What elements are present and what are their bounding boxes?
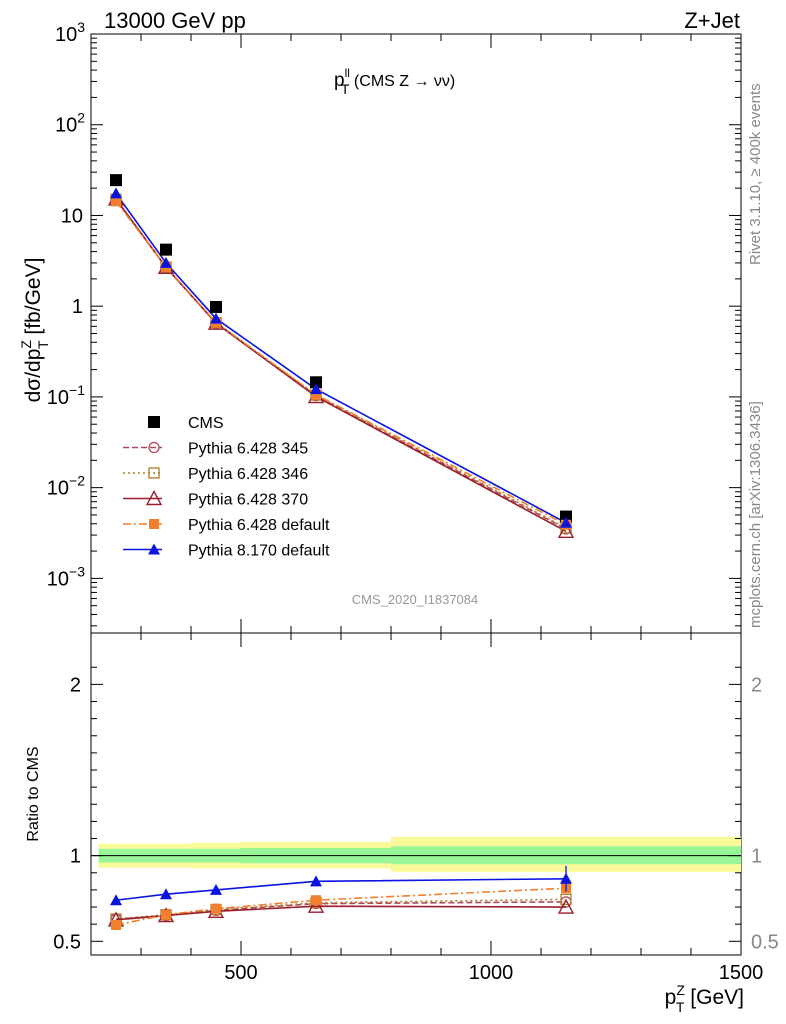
y-tick-label: 1	[72, 296, 83, 318]
marker-square	[149, 519, 159, 529]
y-tick-label: 10−3	[47, 563, 85, 590]
series-line	[115, 199, 567, 530]
ylabel-main-sub: T	[35, 340, 51, 349]
marker-triangle	[210, 883, 222, 895]
legend-label: Pythia 6.428 default	[188, 517, 330, 534]
xlabel-sup: Z	[676, 982, 685, 998]
marker-triangle-open	[145, 490, 163, 506]
series-line	[115, 192, 567, 524]
series-line	[115, 198, 567, 529]
mcplots-label: mcplots.cern.ch [arXiv:1306.3436]	[747, 401, 764, 628]
marker-square-open	[560, 893, 572, 905]
marker-square	[110, 174, 122, 187]
marker-square	[111, 196, 121, 207]
title-rest: (CMS Z → νν)	[349, 73, 455, 90]
title-sup: ll	[345, 66, 350, 80]
marker-triangle-open	[557, 898, 575, 914]
y-tick-label: 10−2	[47, 473, 85, 500]
marker-square	[160, 243, 172, 256]
series-line	[115, 198, 567, 533]
y-axis-label-main: dσ/dpZT [fb/GeV]	[18, 258, 51, 403]
title-p: p	[334, 70, 345, 91]
marker-square	[211, 903, 221, 914]
ratio-y-tick-label: 0.5	[53, 931, 81, 953]
marker-triangle	[210, 312, 222, 324]
ratio-y-tick-label-right: 2	[751, 674, 762, 696]
legend-label: CMS	[188, 415, 224, 432]
marker-triangle	[110, 187, 122, 199]
marker-triangle	[310, 383, 322, 395]
legend-label: Pythia 8.170 default	[188, 543, 330, 560]
x-axis-label: pZ T [GeV]	[665, 982, 744, 1015]
marker-square	[311, 389, 321, 400]
energy-label: 13000 GeV pp	[104, 8, 246, 33]
marker-square	[210, 300, 222, 313]
rivet-label-text: Rivet 3.1.10, ≥ 400k events	[747, 83, 764, 265]
series-line	[115, 200, 567, 526]
y-tick-label: 10	[61, 205, 83, 227]
ylabel-main-text: dσ/dp	[22, 349, 45, 403]
y-axis-label-ratio: Ratio to CMS	[25, 746, 42, 841]
main-plot: 10−3 10−2 10−1 1 10 102 103	[47, 19, 742, 633]
ratio-plot: 500 1000 1500 0.5 0.5 1 1 2 2	[53, 633, 779, 984]
svg-text:dσ/dpZT [fb/GeV]: dσ/dpZT [fb/GeV]	[18, 258, 51, 403]
marker-triangle	[148, 543, 160, 555]
marker-triangle	[560, 872, 572, 884]
marker-triangle-open	[557, 522, 575, 539]
marker-square	[311, 895, 321, 906]
marker-square	[111, 920, 121, 931]
marker-square	[310, 376, 322, 389]
plot-title: pll T (CMS Z → νν)	[334, 66, 455, 97]
marker-triangle	[310, 875, 322, 887]
analysis-id: CMS_2020_I1837084	[352, 592, 479, 607]
ratio-y-tick-label-right: 1	[751, 846, 762, 868]
marker-square	[148, 416, 160, 428]
marker-triangle	[160, 256, 172, 268]
title-sub: T	[341, 81, 350, 97]
marker-square-open	[148, 467, 160, 479]
ylabel-main-sup: Z	[18, 340, 34, 349]
y-tick-label: 10−1	[47, 382, 85, 409]
ratio-y-tick-label: 2	[70, 674, 81, 696]
marker-square	[560, 510, 572, 523]
ylabel-ratio-text: Ratio to CMS	[25, 746, 42, 841]
marker-circle	[148, 441, 160, 454]
marker-square	[161, 909, 171, 920]
xlabel-sub: T	[676, 999, 685, 1015]
svg-text:pZT [GeV]: pZ T [GeV]	[665, 982, 744, 1015]
x-tick-label: 1000	[469, 962, 514, 984]
marker-triangle-open	[307, 897, 325, 913]
legend-label: Pythia 6.428 370	[188, 492, 308, 509]
x-tick-label: 500	[224, 962, 257, 984]
rivet-label: Rivet 3.1.10, ≥ 400k events	[747, 83, 764, 265]
xlabel-unit: [GeV]	[684, 986, 744, 1009]
ratio-panel-frame	[90, 632, 742, 956]
process-label: Z+Jet	[684, 8, 740, 33]
ratio-series-line	[115, 901, 567, 920]
legend-label: Pythia 6.428 345	[188, 441, 308, 458]
ylabel-main-unit: [fb/GeV]	[22, 258, 45, 341]
ratio-series-line	[115, 877, 567, 901]
mcplots-label-text: mcplots.cern.ch [arXiv:1306.3436]	[747, 401, 764, 628]
x-tick-label: 1500	[719, 962, 764, 984]
legend-label: Pythia 6.428 346	[188, 466, 308, 483]
y-tick-label: 102	[55, 110, 85, 137]
legend: CMS Pythia 6.428 345 Pythia 6.428 346 Pythi…	[123, 415, 330, 560]
ratio-y-tick-label: 1	[70, 846, 81, 868]
xlabel-text: p	[665, 986, 677, 1009]
marker-triangle	[560, 516, 572, 528]
marker-triangle	[110, 894, 122, 906]
marker-triangle	[160, 888, 172, 900]
y-tick-label: 103	[55, 19, 85, 46]
ratio-y-tick-label-right: 0.5	[751, 931, 779, 953]
